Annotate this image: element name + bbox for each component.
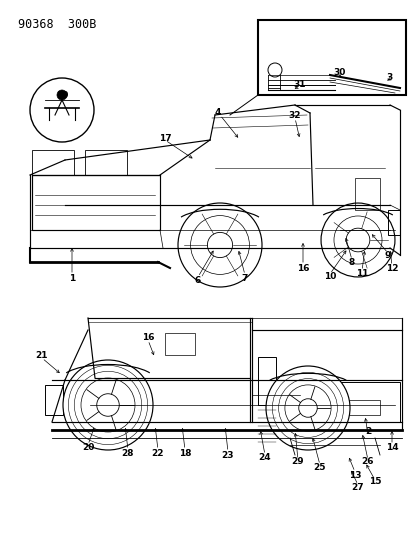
Text: 11: 11 — [355, 269, 367, 278]
Text: 23: 23 — [221, 450, 234, 459]
Text: 27: 27 — [351, 483, 363, 492]
Text: 7: 7 — [241, 273, 247, 282]
Circle shape — [266, 366, 349, 450]
Text: 20: 20 — [82, 443, 94, 453]
Text: 22: 22 — [152, 448, 164, 457]
Text: 29: 29 — [291, 457, 304, 466]
Text: 19: 19 — [56, 91, 68, 100]
Text: 6: 6 — [195, 276, 201, 285]
Bar — [257, 357, 275, 405]
Bar — [165, 333, 195, 355]
Circle shape — [63, 360, 153, 450]
Text: 16: 16 — [141, 334, 154, 343]
Text: 16: 16 — [296, 263, 309, 272]
Text: 10: 10 — [323, 271, 335, 280]
Text: 15: 15 — [368, 478, 380, 487]
Bar — [257, 20, 405, 95]
Bar — [85, 150, 127, 175]
Text: 1: 1 — [69, 273, 75, 282]
Text: 2: 2 — [364, 427, 370, 437]
Text: 30: 30 — [333, 68, 345, 77]
Circle shape — [57, 90, 67, 100]
Bar — [45, 385, 63, 415]
Bar — [354, 178, 379, 210]
Text: 24: 24 — [258, 454, 271, 463]
Text: 25: 25 — [313, 464, 325, 472]
Text: 32: 32 — [288, 110, 301, 119]
Text: 14: 14 — [385, 443, 397, 453]
Bar — [299, 382, 399, 422]
Bar — [387, 210, 399, 235]
Bar — [339, 400, 379, 415]
Text: 90368  300B: 90368 300B — [18, 18, 96, 31]
Text: 8: 8 — [348, 257, 354, 266]
Text: 3: 3 — [386, 72, 392, 82]
Text: 12: 12 — [385, 263, 397, 272]
Text: 28: 28 — [121, 448, 134, 457]
Circle shape — [30, 78, 94, 142]
Text: 9: 9 — [384, 251, 390, 260]
Text: 17: 17 — [158, 133, 171, 142]
Bar — [32, 175, 159, 230]
Bar — [32, 150, 74, 175]
Text: 18: 18 — [178, 448, 191, 457]
Text: 4: 4 — [214, 108, 221, 117]
Text: 31: 31 — [293, 79, 306, 88]
Text: 13: 13 — [348, 471, 361, 480]
Text: 26: 26 — [361, 457, 373, 466]
Text: 21: 21 — [36, 351, 48, 359]
